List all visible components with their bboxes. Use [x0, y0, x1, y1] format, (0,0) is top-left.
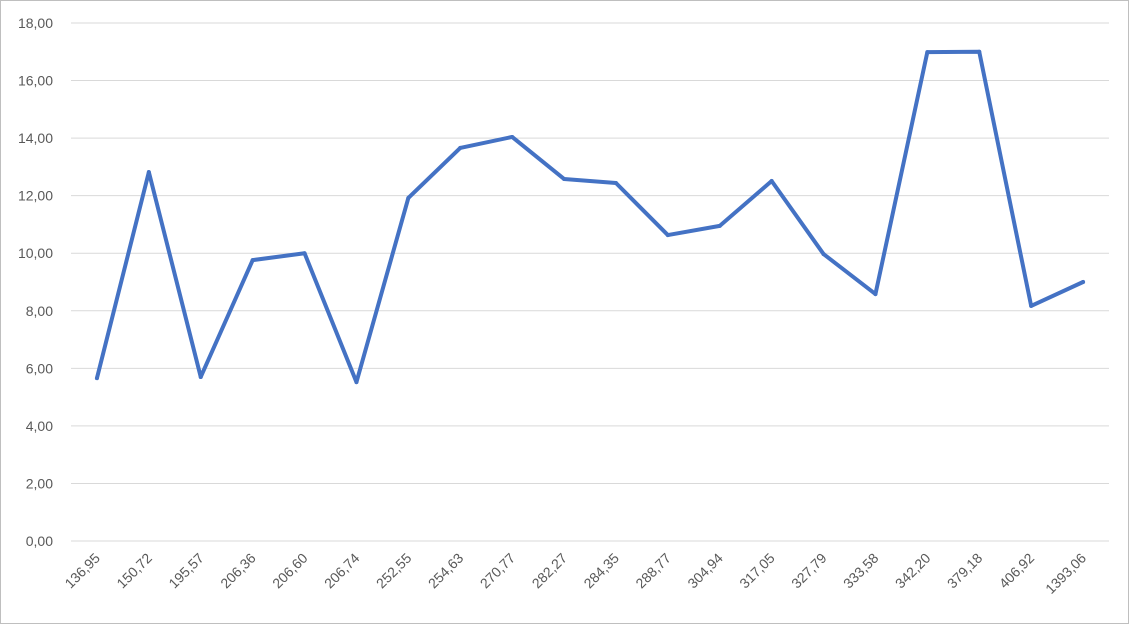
y-tick-label: 6,00	[26, 360, 53, 376]
data-point	[146, 170, 151, 175]
x-tick-label: 317,05	[736, 550, 778, 592]
x-tick-label: 379,18	[944, 550, 986, 592]
x-tick-label: 333,58	[840, 550, 882, 592]
y-tick-label: 0,00	[26, 533, 53, 549]
x-tick-label: 252,55	[373, 550, 415, 592]
data-point	[717, 223, 722, 228]
x-tick-label: 254,63	[425, 550, 467, 592]
data-point	[198, 374, 203, 379]
x-tick-label: 206,36	[217, 550, 259, 592]
x-tick-label: 206,60	[269, 550, 311, 592]
data-point	[977, 49, 982, 54]
y-tick-label: 14,00	[18, 130, 53, 146]
data-point	[873, 292, 878, 297]
data-point	[250, 258, 255, 263]
y-tick-label: 8,00	[26, 303, 53, 319]
data-point	[458, 145, 463, 150]
data-point	[821, 252, 826, 257]
x-tick-label: 288,77	[632, 550, 674, 592]
x-tick-label: 406,92	[996, 550, 1038, 592]
y-tick-label: 12,00	[18, 188, 53, 204]
data-point	[406, 195, 411, 200]
x-tick-label: 304,94	[684, 550, 726, 592]
x-tick-label: 270,77	[477, 550, 519, 592]
data-point	[1081, 280, 1086, 284]
x-tick-label: 282,27	[529, 550, 571, 592]
y-tick-label: 16,00	[18, 73, 53, 89]
y-tick-label: 2,00	[26, 475, 53, 491]
data-point	[94, 376, 99, 381]
y-axis-labels: 0,00 2,00 4,00 6,00 8,00 10,00 12,00 14,00 16,00…	[18, 15, 53, 549]
y-tick-label: 10,00	[18, 245, 53, 261]
data-point	[769, 178, 774, 183]
y-tick-label: 4,00	[26, 418, 53, 434]
data-point	[354, 380, 359, 385]
data-point	[302, 251, 307, 256]
x-axis-labels: 136,95 150,72 195,57 206,36 206,60 206,74 252,…	[61, 550, 1089, 597]
x-tick-label: 342,20	[892, 550, 934, 592]
gridlines	[71, 22, 1109, 542]
series-line	[94, 49, 1086, 385]
y-tick-label: 18,00	[18, 15, 53, 31]
series-group	[94, 49, 1086, 385]
data-point	[510, 134, 515, 139]
x-tick-label: 1393,06	[1042, 550, 1089, 597]
x-tick-label: 284,35	[580, 550, 622, 592]
data-point	[613, 181, 618, 186]
x-tick-label: 150,72	[113, 550, 155, 592]
data-point	[1029, 303, 1034, 308]
data-point	[925, 50, 930, 55]
data-point	[665, 233, 670, 238]
x-tick-label: 206,74	[321, 550, 363, 592]
x-tick-label: 327,79	[788, 550, 830, 592]
data-point	[562, 176, 567, 181]
x-tick-label: 136,95	[61, 550, 103, 592]
x-tick-label: 195,57	[165, 550, 207, 592]
